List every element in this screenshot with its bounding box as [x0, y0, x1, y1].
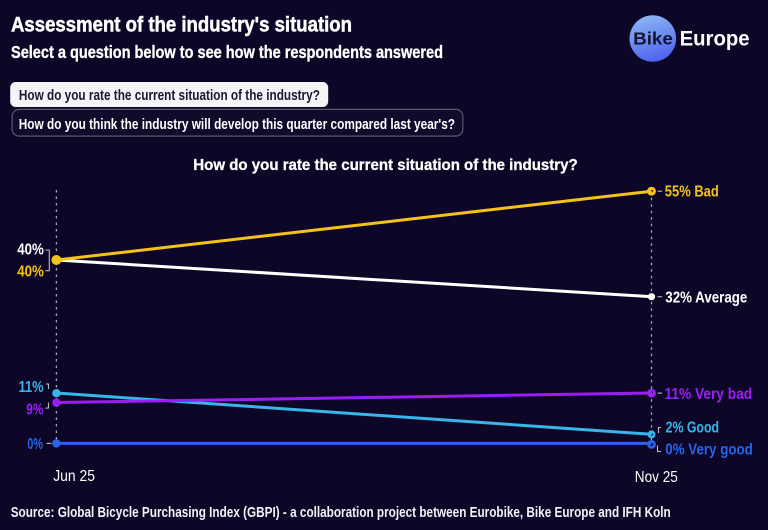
- svg-text:11%: 11%: [19, 379, 44, 396]
- svg-text:40%: 40%: [17, 242, 44, 259]
- svg-text:Source: Global Bicycle Purchas: Source: Global Bicycle Purchasing Index …: [11, 505, 671, 521]
- svg-text:How do you rate the current si: How do you rate the current situation of…: [193, 157, 577, 174]
- svg-text:40%: 40%: [17, 264, 44, 281]
- svg-text:Assessment of the industry's s: Assessment of the industry's situation: [11, 14, 352, 37]
- svg-text:How do you rate the current si: How do you rate the current situation of…: [19, 87, 320, 104]
- svg-text:Jun 25: Jun 25: [53, 468, 95, 485]
- svg-text:How do you think the industry: How do you think the industry will devel…: [19, 117, 455, 133]
- svg-text:32% Average: 32% Average: [665, 289, 747, 306]
- svg-text:11% Very bad: 11% Very bad: [665, 386, 753, 403]
- svg-text:Nov 25: Nov 25: [635, 469, 678, 486]
- svg-text:Europe: Europe: [680, 28, 750, 51]
- svg-text:Bike: Bike: [633, 29, 673, 49]
- svg-text:0%: 0%: [27, 436, 43, 453]
- svg-text:0% Very good: 0% Very good: [665, 442, 753, 459]
- svg-text:2% Good: 2% Good: [666, 420, 719, 437]
- svg-text:9%: 9%: [26, 401, 43, 418]
- svg-text:55% Bad: 55% Bad: [665, 184, 719, 201]
- svg-text:Select a question below to see: Select a question below to see how the r…: [11, 42, 443, 62]
